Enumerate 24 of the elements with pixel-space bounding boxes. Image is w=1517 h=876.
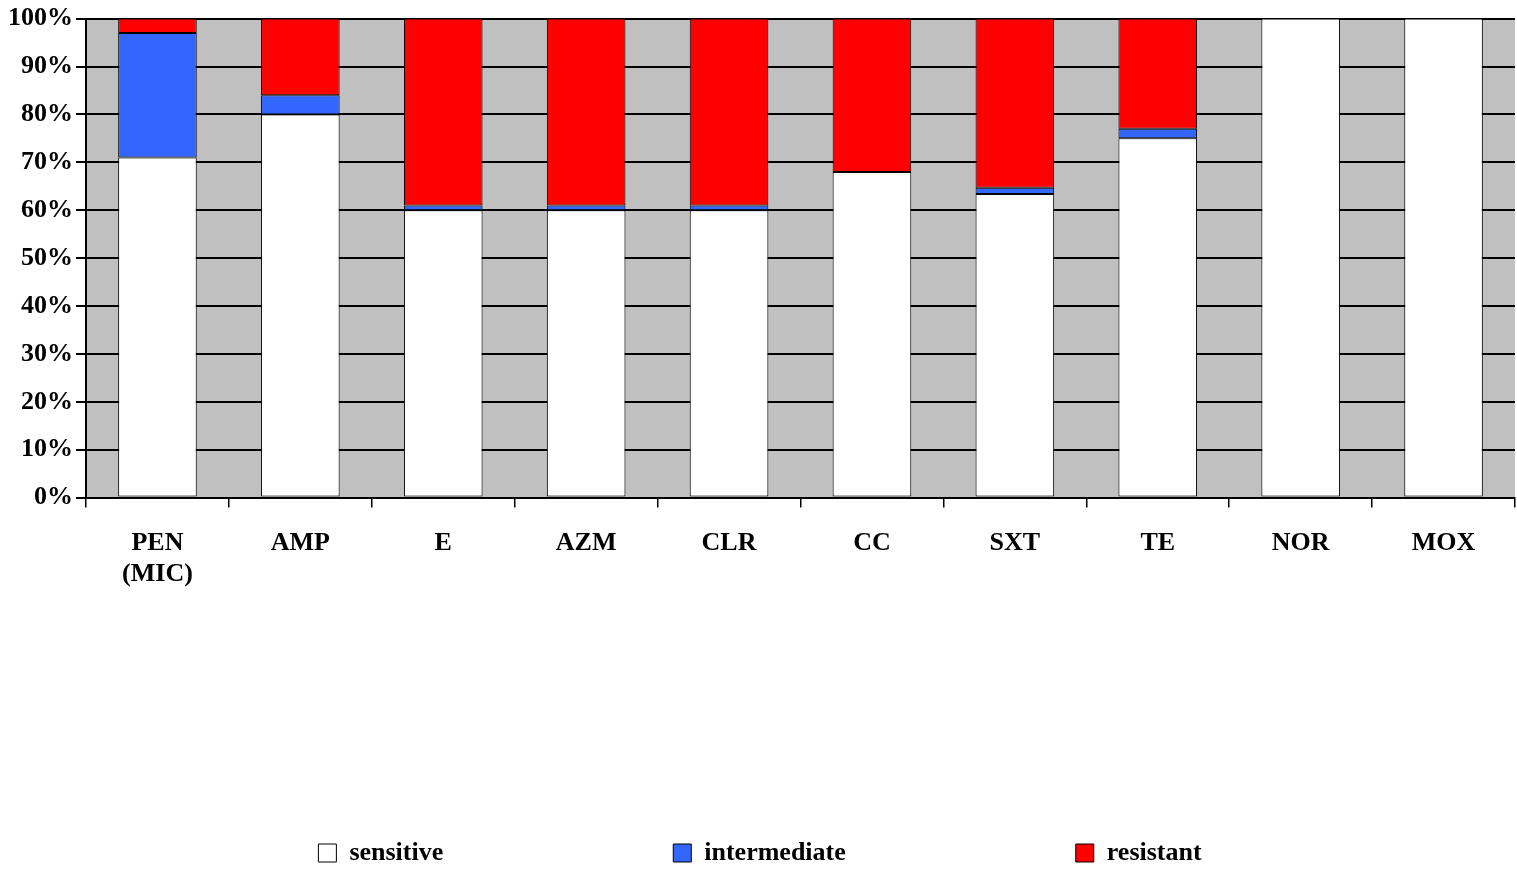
y-tick-label: 50% xyxy=(21,241,73,271)
x-tick-label: NOR xyxy=(1271,526,1330,556)
x-tick-label: SXT xyxy=(989,526,1041,556)
y-tick-label: 0% xyxy=(34,481,73,511)
x-tick-label: E xyxy=(434,526,452,556)
x-tick-label: MOX xyxy=(1411,526,1476,556)
y-tick-label: 70% xyxy=(21,146,73,176)
x-tick-label: CC xyxy=(853,526,891,556)
legend-label: resistant xyxy=(1106,836,1202,866)
y-tick-label: 30% xyxy=(21,337,73,367)
y-tick-label: 80% xyxy=(21,98,73,128)
y-tick-label: 10% xyxy=(21,433,73,463)
legend-label: intermediate xyxy=(704,836,846,866)
x-tick-label: TE xyxy=(1140,526,1176,556)
y-tick-label: 40% xyxy=(21,289,73,319)
y-tick-label: 20% xyxy=(21,385,73,415)
x-tick-label: AMP xyxy=(270,526,331,556)
x-tick-label: PEN (MIC) xyxy=(122,526,193,588)
x-tick-label: CLR xyxy=(701,526,757,556)
y-tick-label: 100% xyxy=(8,2,73,32)
y-tick-label: 90% xyxy=(21,50,73,80)
legend-label: sensitive xyxy=(349,836,444,866)
y-tick-label: 60% xyxy=(21,193,73,223)
x-tick-label: AZM xyxy=(555,526,617,556)
